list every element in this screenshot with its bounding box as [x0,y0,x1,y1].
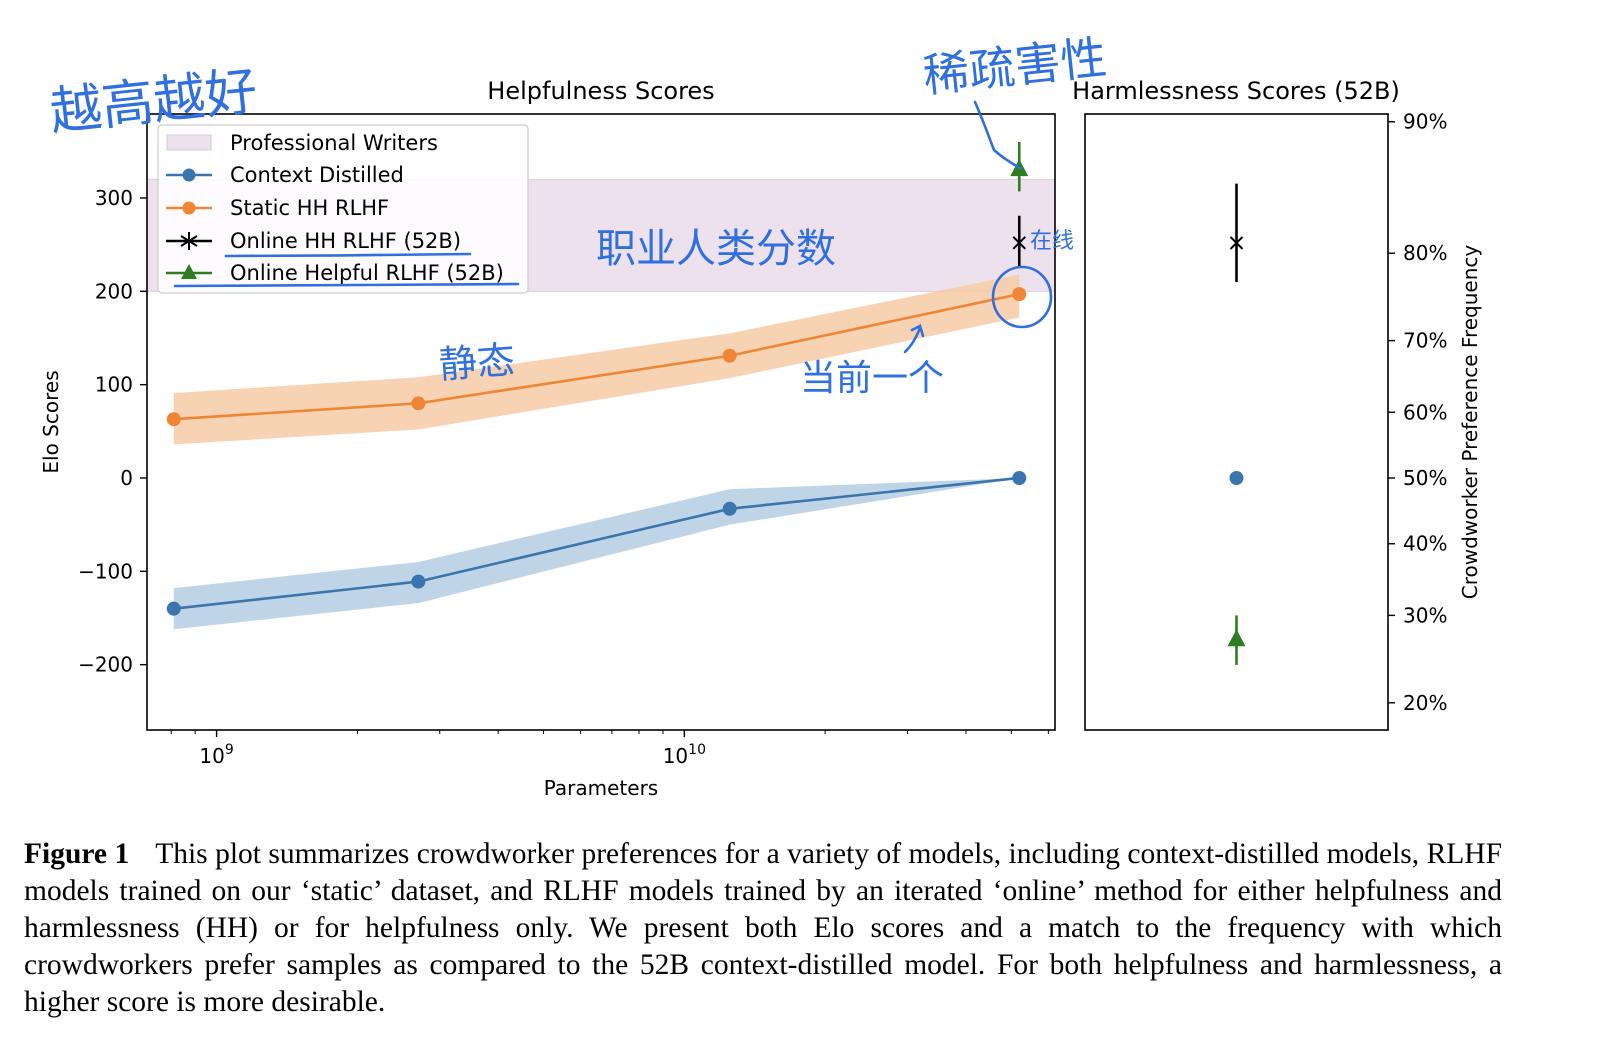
helpfulness-y-tick-label: −200 [78,653,133,677]
ink-circle-static-52b [991,265,1053,329]
legend-label-online-hh: Online HH RLHF (52B) [230,229,461,253]
harmlessness-y-tick-label: 60% [1403,400,1447,424]
context-distilled-point [166,601,181,616]
legend-swatch-professional-writers [166,134,212,151]
ink-text-professional: 职业人类分数 [596,226,836,272]
helpfulness-plot-area [146,142,1056,630]
legend-label-static-hh: Static HH RLHF [230,196,389,220]
static-hh-point [1012,287,1027,302]
ink-arrow-to-green [973,100,1022,170]
harmlessness-y-tick-label: 40% [1403,532,1447,556]
harmlessness-y-tick-label: 80% [1403,241,1447,265]
helpfulness-x-ticks: 109 1010 [170,730,1049,768]
static-hh-point [411,396,426,411]
figure-chart: Helpfulness Scores 109 1010 −200 −100 0 100 2… [39,30,1482,800]
helpfulness-axes-frame [146,113,1056,731]
harmlessness-y-tick-label: 30% [1403,603,1447,627]
helpfulness-y-axis-label: Elo Scores [39,370,63,473]
helpfulness-y-tick-label: 300 [95,186,133,210]
static-hh-point [722,348,737,363]
harmlessness-y-axis-label: Crowdworker Preference Frequency [1458,245,1482,600]
ink-text-current: 当前一个 [800,358,944,399]
online-hh-marker-stroke [1012,236,1026,250]
online-hh-point [1012,236,1026,250]
helpfulness-x-tick-label: 1010 [663,742,706,768]
ink-underline-online-helpful [173,282,520,288]
static-hh-point [166,412,181,427]
harmlessness-y-tick-label: 20% [1403,691,1447,715]
helpfulness-y-ticks: −200 −100 0 100 200 300 [78,186,147,677]
harmlessness-y-tick-label: 90% [1403,110,1447,134]
ink-text-online: 在线 [1030,229,1074,254]
context-distilled-line [173,476,1020,610]
ink-text-static: 静态 [438,338,517,387]
caption-label: Figure 1 [24,838,130,870]
legend-label-context-distilled: Context Distilled [230,163,404,187]
harmlessness-title: Harmlessness Scores (52B) [1072,77,1400,105]
helpfulness-y-tick-label: 200 [95,279,133,303]
harmlessness-axes-frame [1084,113,1389,731]
helpfulness-y-tick-label: −100 [78,559,133,583]
context-distilled-band [173,478,1020,630]
harmless-context-distilled-point [1229,471,1244,485]
ink-underline-online-hh [224,252,472,258]
figure-caption: Figure 1 This plot summarizes crowdworker… [24,836,1502,1021]
context-distilled-point [722,501,737,516]
handwritten-annotations [173,100,1053,354]
legend-marker-context-distilled [182,168,196,182]
helpfulness-panel: Helpfulness Scores 109 1010 −200 −100 0 100 2… [39,77,1056,800]
harmless-online-hh-marker-stroke [1229,236,1244,250]
legend-label-professional-writers: Professional Writers [230,131,438,155]
context-distilled-point [1012,471,1027,485]
harmlessness-plot-area [1227,183,1246,665]
legend-marker-online-hh [180,232,198,250]
context-distilled-point [411,574,426,589]
legend-frame [157,124,529,294]
legend: Professional Writers Context Distilled S… [157,124,529,294]
ink-arrow-current [903,324,925,354]
caption-text: This plot summarizes crowdworker prefere… [24,838,1502,1018]
harmlessness-y-tick-label: 70% [1403,329,1447,353]
helpfulness-x-axis-label: Parameters [544,776,658,800]
static-hh-band [173,274,1020,445]
harmless-online-helpful-point [1227,629,1246,647]
harmlessness-panel: Harmlessness Scores (52B) 20% 30% 40% 50% 60… [1072,77,1482,731]
harmlessness-y-tick-label: 50% [1403,466,1447,490]
helpfulness-title: Helpfulness Scores [487,77,714,105]
legend-marker-online-helpful [181,264,197,279]
helpfulness-x-tick-label: 109 [199,742,233,768]
static-hh-line [173,292,1020,421]
helpfulness-y-tick-label: 0 [120,466,133,490]
helpfulness-y-tick-label: 100 [95,373,133,397]
legend-label-online-helpful: Online Helpful RLHF (52B) [230,261,504,285]
harmless-online-hh-point [1229,236,1244,250]
harmlessness-y-ticks: 20% 30% 40% 50% 60% 70% 80% 90% [1388,110,1447,715]
legend-marker-static-hh [182,201,196,215]
